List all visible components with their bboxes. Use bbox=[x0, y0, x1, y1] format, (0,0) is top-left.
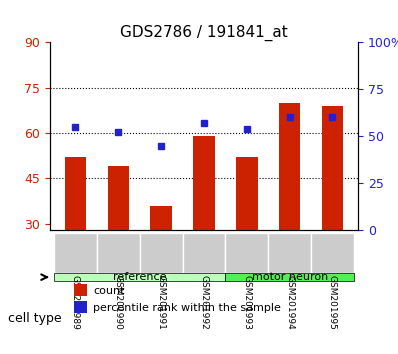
FancyBboxPatch shape bbox=[97, 233, 140, 273]
FancyBboxPatch shape bbox=[183, 233, 225, 273]
Text: GSM201994: GSM201994 bbox=[285, 275, 294, 330]
Text: GSM201991: GSM201991 bbox=[157, 275, 166, 330]
Text: motor neuron: motor neuron bbox=[252, 272, 328, 282]
Text: GSM201995: GSM201995 bbox=[328, 275, 337, 330]
Bar bbox=[65, 157, 86, 230]
Text: reference: reference bbox=[113, 272, 166, 282]
Bar bbox=[107, 166, 129, 230]
Bar bbox=[74, 302, 87, 313]
FancyBboxPatch shape bbox=[311, 233, 354, 273]
Text: GSM201990: GSM201990 bbox=[114, 275, 123, 330]
FancyBboxPatch shape bbox=[268, 233, 311, 273]
Bar bbox=[279, 103, 300, 230]
Bar bbox=[74, 284, 87, 296]
FancyBboxPatch shape bbox=[225, 233, 268, 273]
FancyBboxPatch shape bbox=[54, 273, 225, 281]
Text: GSM201992: GSM201992 bbox=[199, 275, 209, 330]
Text: percentile rank within the sample: percentile rank within the sample bbox=[93, 303, 281, 313]
Text: cell type: cell type bbox=[8, 312, 62, 325]
FancyBboxPatch shape bbox=[140, 233, 183, 273]
Text: GSM201993: GSM201993 bbox=[242, 275, 251, 330]
FancyBboxPatch shape bbox=[54, 233, 97, 273]
Bar bbox=[150, 206, 172, 230]
FancyBboxPatch shape bbox=[225, 273, 354, 281]
Text: count: count bbox=[93, 286, 125, 296]
Title: GDS2786 / 191841_at: GDS2786 / 191841_at bbox=[120, 25, 288, 41]
Bar bbox=[193, 136, 215, 230]
Text: GSM201989: GSM201989 bbox=[71, 275, 80, 330]
Bar bbox=[236, 157, 258, 230]
Bar bbox=[322, 106, 343, 230]
